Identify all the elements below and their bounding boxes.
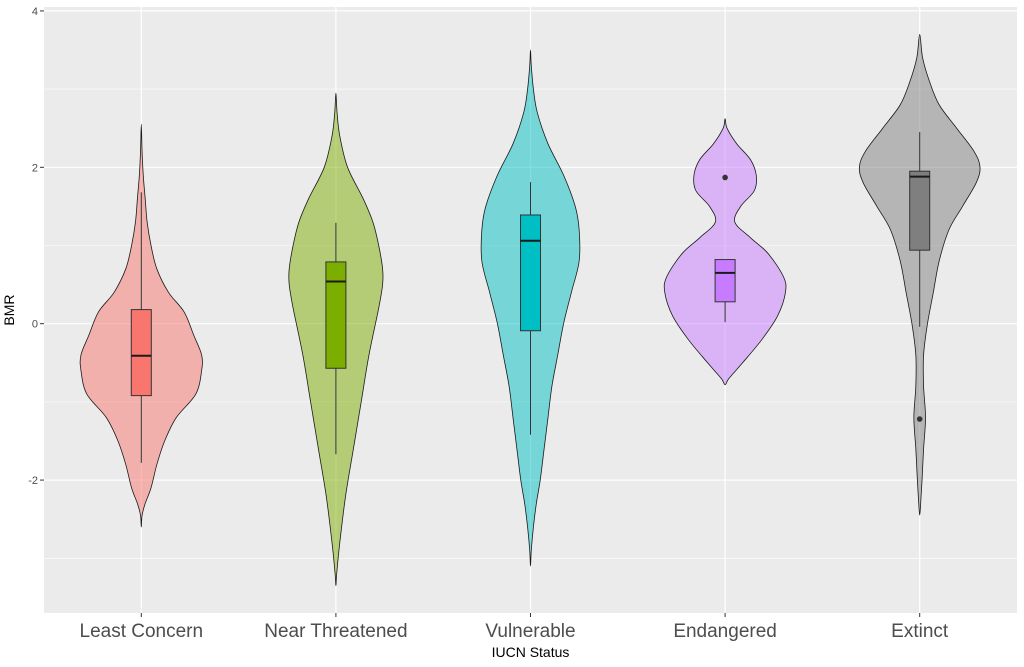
box — [714, 259, 736, 303]
x-tick-label: Least Concern — [80, 621, 204, 642]
outlier-point — [916, 416, 923, 422]
x-tick-label: Endangered — [673, 621, 777, 642]
box — [130, 309, 152, 397]
outlier-points — [722, 174, 923, 422]
box — [325, 261, 347, 369]
y-tick-label: -2 — [28, 475, 38, 487]
outlier-point — [722, 174, 728, 181]
y-tick-label: 0 — [32, 319, 38, 331]
x-axis-ticks: Least Concern Near Threatened Vulnerable En… — [80, 613, 949, 642]
x-tick-label: Near Threatened — [264, 621, 407, 642]
y-axis-ticks: -2 0 2 4 — [28, 6, 44, 487]
y-axis-title: BMR — [1, 294, 17, 325]
y-tick-label: 4 — [32, 6, 38, 18]
box — [520, 214, 541, 332]
box — [909, 170, 931, 251]
x-tick-label: Vulnerable — [485, 621, 575, 642]
x-tick-label: Extinct — [891, 621, 949, 642]
x-axis-title: IUCN Status — [492, 644, 570, 660]
y-tick-label: 2 — [32, 162, 38, 174]
boxplots — [130, 132, 931, 463]
violin — [663, 118, 787, 386]
